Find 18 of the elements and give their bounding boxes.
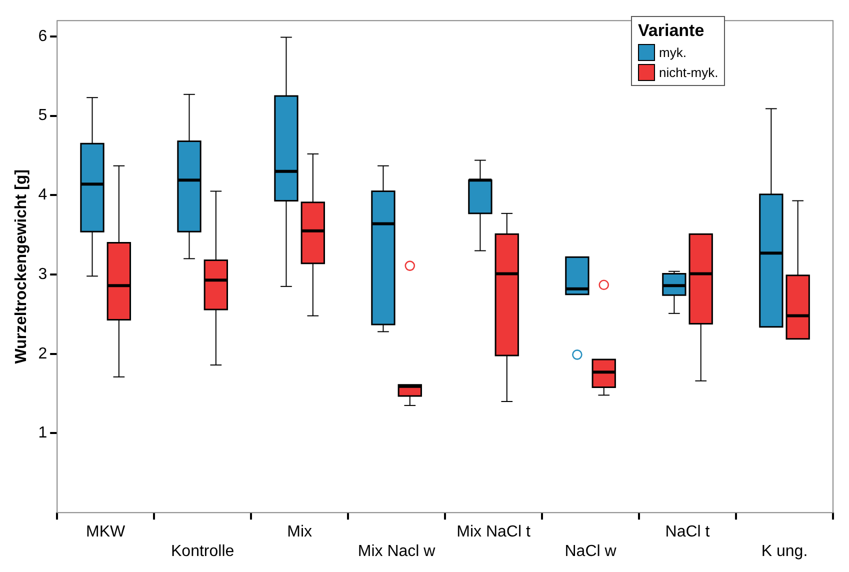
y-tick-label: 2 xyxy=(38,345,48,362)
legend-label: myk. xyxy=(659,45,686,60)
x-tick-label: MKW xyxy=(86,524,126,541)
y-tick-label: 3 xyxy=(38,266,48,283)
y-tick-label: 4 xyxy=(38,186,48,204)
x-tick-label: Mix NaCl t xyxy=(456,524,531,541)
x-tick-label: K ung. xyxy=(761,542,808,560)
y-tick-label: 6 xyxy=(38,28,48,45)
legend-label: nicht-myk. xyxy=(659,65,718,80)
x-tick-label: Mix xyxy=(287,524,312,541)
y-axis-title: Wurzeltrockengewicht [g] xyxy=(13,169,30,364)
x-tick-label: NaCl t xyxy=(665,524,710,541)
y-tick-label: 5 xyxy=(38,107,48,124)
x-tick-label: NaCl w xyxy=(564,542,617,560)
legend-title: Variante xyxy=(638,21,706,41)
x-tick-label: Mix Nacl w xyxy=(358,542,436,560)
x-tick-label: Kontrolle xyxy=(171,542,234,560)
y-tick-label: 1 xyxy=(38,424,48,442)
